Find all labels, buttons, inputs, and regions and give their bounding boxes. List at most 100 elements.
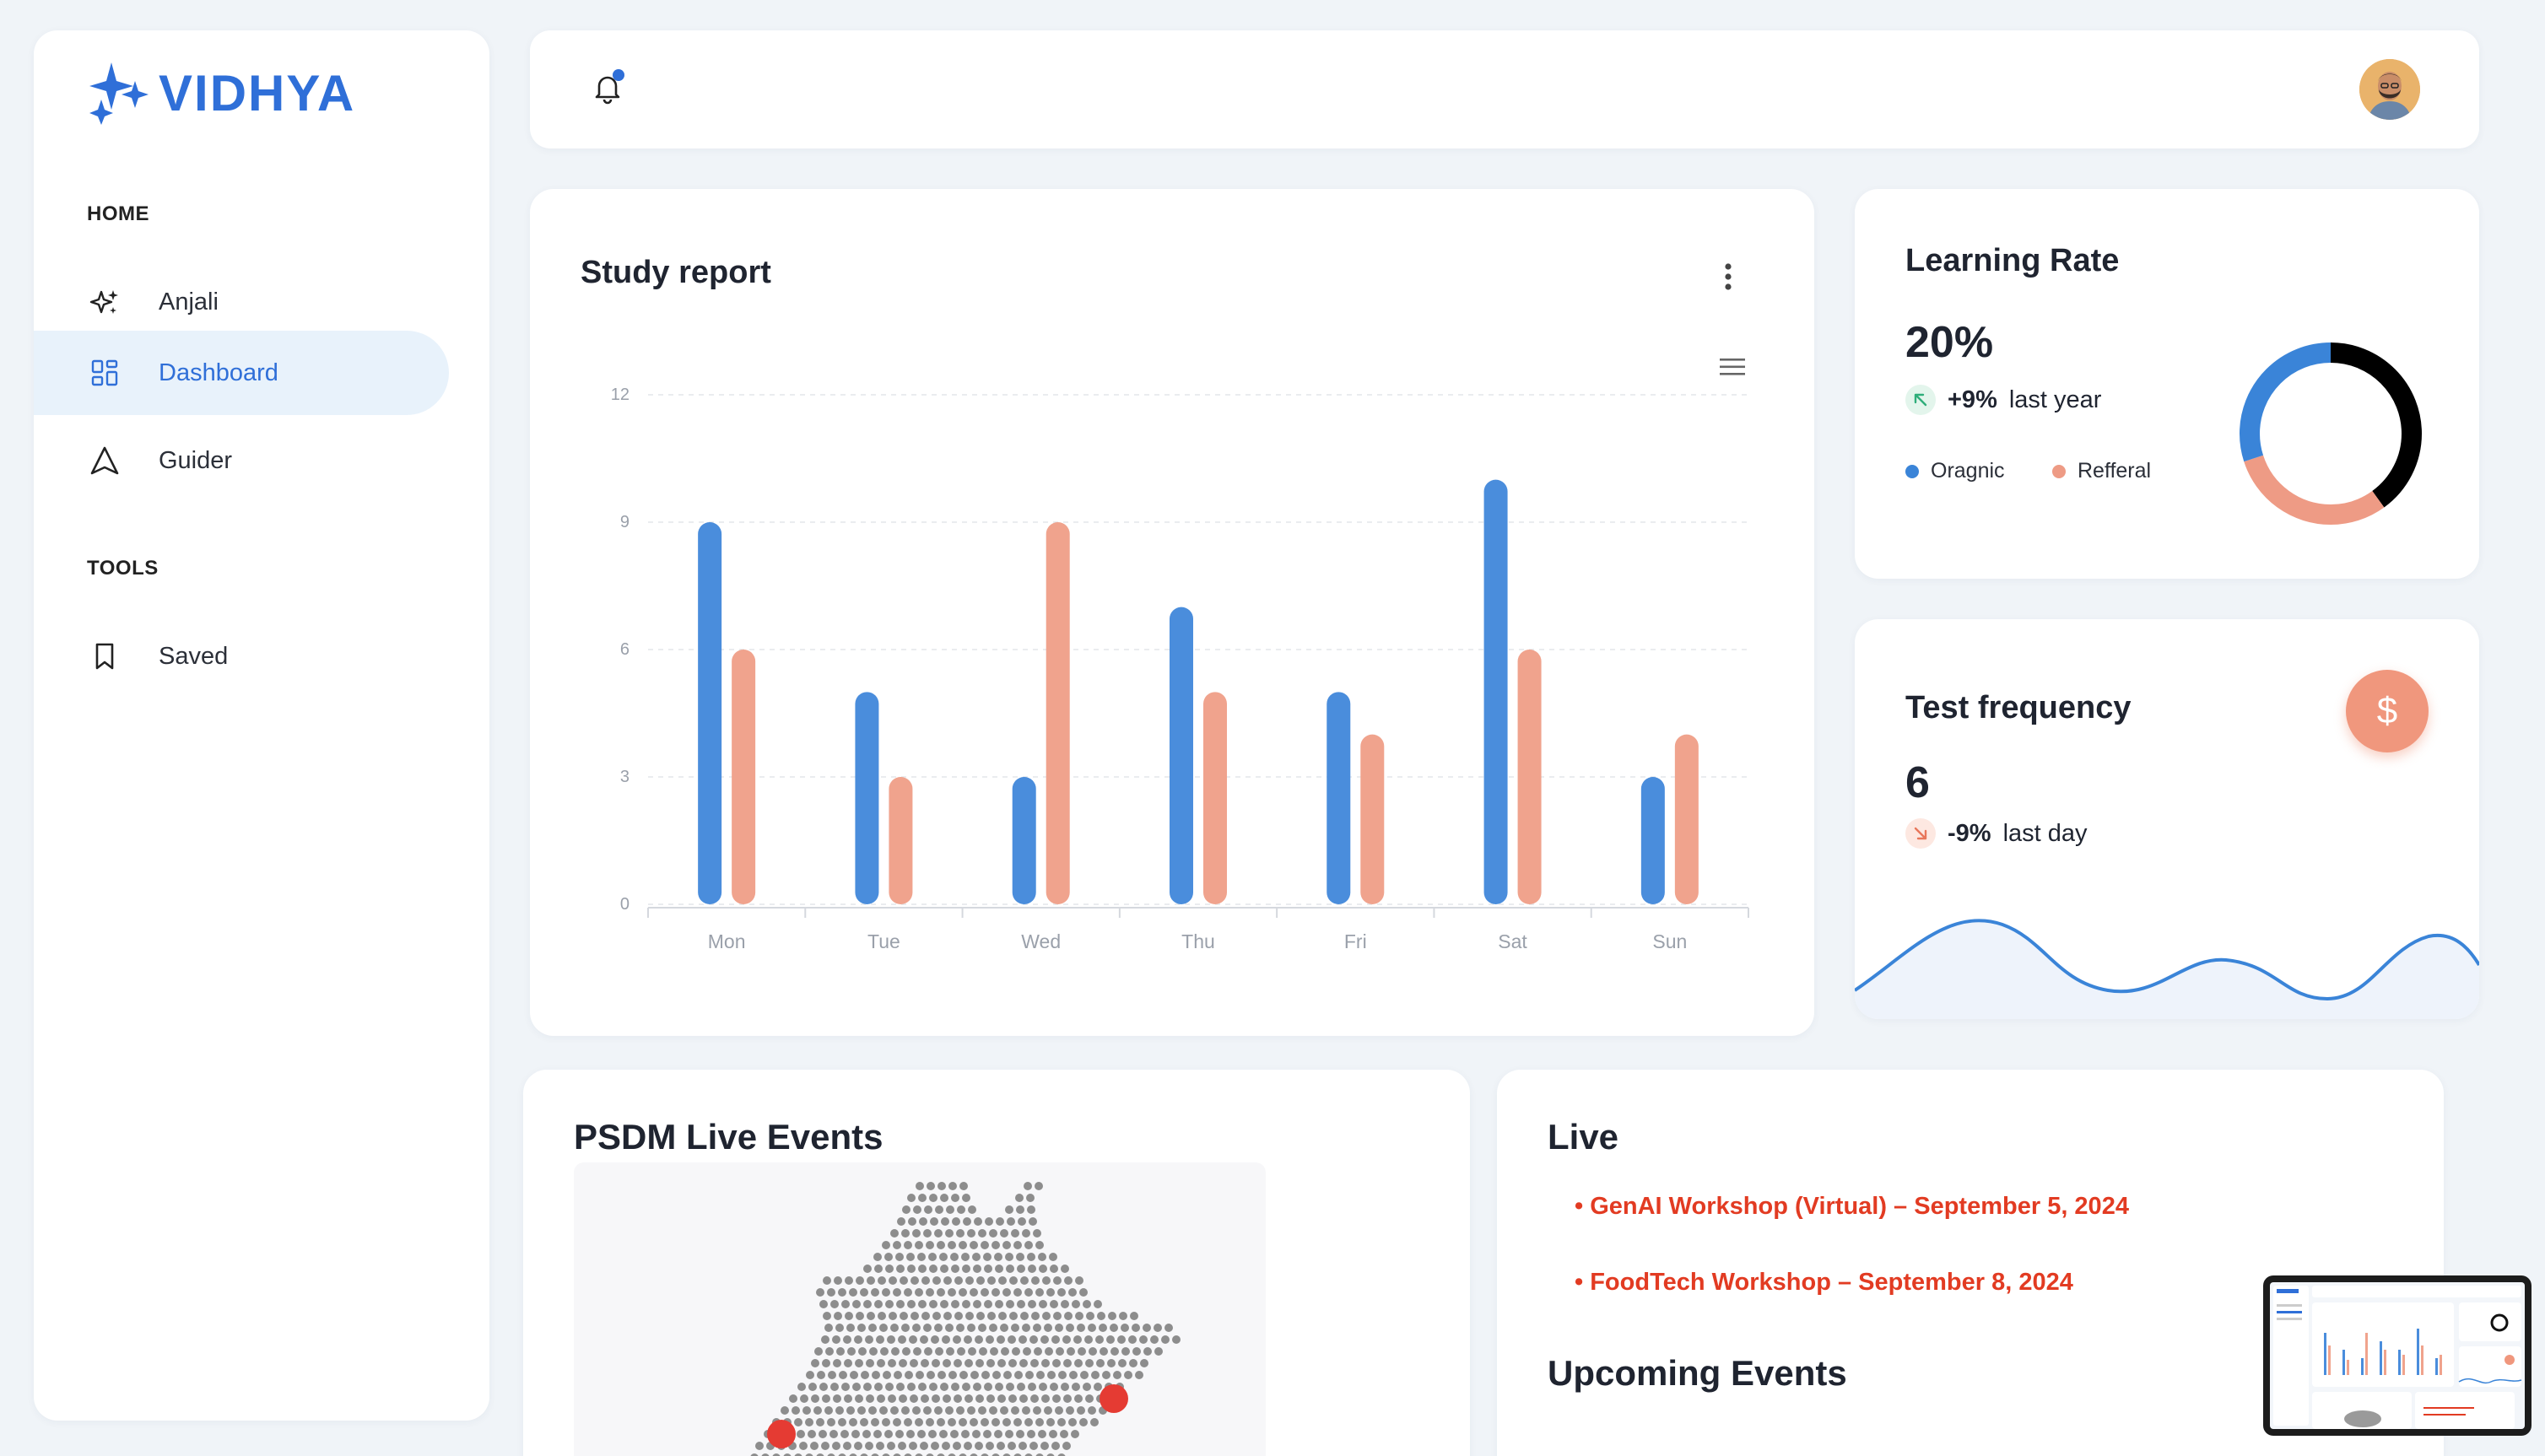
map-dot [838,1288,846,1297]
map-dot [879,1324,888,1332]
map-dot [832,1442,840,1450]
sidebar-item-anjali[interactable]: Anjali [34,260,449,344]
map-dot [962,1300,970,1308]
map-dot [1057,1418,1066,1426]
live-event-item[interactable]: • GenAI Workshop (Virtual) – September 5… [1575,1193,2129,1220]
donut-segment[interactable] [2240,342,2422,525]
map-dot [1033,1406,1041,1415]
map-dot [884,1253,893,1261]
map-dot [994,1253,1002,1261]
map-dot [896,1300,905,1308]
map-dot [868,1406,877,1415]
live-event-item[interactable]: • FoodTech Workshop – September 8, 2024 [1575,1269,2073,1296]
map-dot [940,1383,948,1391]
map-dot [937,1288,945,1297]
bell-icon[interactable] [587,67,628,108]
map-dot [1064,1276,1073,1285]
map-dot [1130,1312,1138,1320]
event-location-marker[interactable] [1100,1384,1128,1413]
map-dot [926,1418,934,1426]
map-dot [794,1418,802,1426]
map-dot [843,1442,851,1450]
map-dot [929,1300,937,1308]
sidebar-item-saved[interactable]: Saved [34,614,449,698]
bar-sun-series-1[interactable] [1640,777,1665,904]
map-dot [823,1312,831,1320]
study-report-chart: 0 3 6 9 12 Mon Tue Wed Thu Fri Sat Sun [611,386,1749,952]
screen-preview-thumbnail[interactable] [2263,1275,2531,1436]
map-dot [1052,1359,1061,1367]
map-dot [1100,1347,1108,1356]
map-dot [792,1406,800,1415]
map-dot [1083,1383,1091,1391]
psdm-live-events-card: PSDM Live Events [523,1070,1470,1456]
map-dot [890,1406,899,1415]
map-dot [987,1312,996,1320]
map-dot [898,1335,906,1344]
map-dot [962,1194,970,1202]
map-dot [883,1371,891,1379]
sidebar-item-dashboard[interactable]: Dashboard [34,331,449,415]
map-dot [1052,1394,1061,1403]
bar-sat-series-2[interactable] [1517,650,1542,904]
bar-thu-series-1[interactable] [1170,607,1193,904]
map-dot [974,1217,982,1226]
map-dot [908,1217,916,1226]
map-dot [937,1453,945,1456]
map-dot [1061,1383,1069,1391]
sidebar-item-guider[interactable]: Guider [34,418,449,503]
map-dot [1009,1276,1018,1285]
map-dot [889,1312,897,1320]
bar-sun-series-2[interactable] [1674,734,1699,904]
donut-segment[interactable] [2240,342,2422,525]
dollar-button[interactable]: $ [2346,670,2429,752]
x-tick-label: Thu [1181,930,1215,952]
map-dot [849,1418,857,1426]
map-dot [1140,1359,1148,1367]
map-dot [852,1300,861,1308]
map-dot [829,1430,838,1438]
bar-tue-series-2[interactable] [889,777,913,904]
map-dot [941,1217,949,1226]
bar-fri-series-2[interactable] [1360,734,1385,904]
map-dot [1049,1430,1057,1438]
map-dot [907,1194,916,1202]
map-dot [874,1383,883,1391]
user-avatar[interactable] [2359,59,2420,120]
map-dot [869,1347,878,1356]
map-dot [1036,1371,1045,1379]
map-dot [992,1418,1000,1426]
map-dot [750,1453,759,1456]
map-dot [819,1383,828,1391]
map-dot [970,1288,978,1297]
map-dot [1046,1453,1055,1456]
map-dot [1063,1359,1072,1367]
map-dot [1097,1312,1105,1320]
brand-logo[interactable]: VIDHYA [83,61,355,125]
map-dot [797,1383,806,1391]
map-dot [954,1394,962,1403]
bar-mon-series-2[interactable] [732,650,756,904]
bar-tue-series-1[interactable] [855,692,879,904]
bar-wed-series-1[interactable] [1012,777,1036,904]
event-location-marker[interactable] [767,1420,796,1448]
map-dot [921,1394,929,1403]
map-dot [1040,1335,1049,1344]
bar-wed-series-2[interactable] [1046,522,1070,904]
bar-thu-series-2[interactable] [1203,692,1227,904]
delta-percent: -9% [1948,819,1991,847]
map-dot [1003,1371,1012,1379]
more-vertical-icon[interactable] [1720,260,1737,294]
bar-fri-series-1[interactable] [1327,692,1351,904]
map-dot [1113,1371,1121,1379]
map-dot [822,1394,830,1403]
map-dot [1015,1194,1024,1202]
x-tick-label: Tue [867,930,900,952]
map-dot [937,1241,945,1249]
map-dot [1013,1241,1022,1249]
bar-mon-series-1[interactable] [698,522,722,904]
map-dot [845,1276,853,1285]
bar-sat-series-1[interactable] [1483,479,1508,904]
arrow-up-left-icon [1905,385,1936,415]
hamburger-menu-icon[interactable] [1718,356,1747,378]
